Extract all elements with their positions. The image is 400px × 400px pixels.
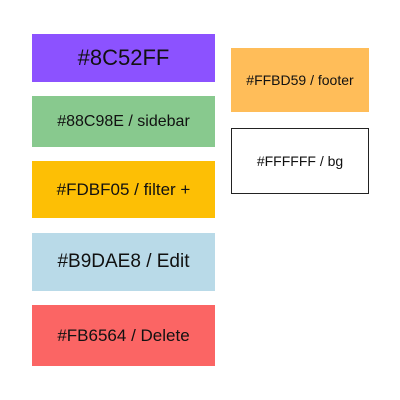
delete-swatch-label: #FB6564 / Delete xyxy=(57,325,190,345)
edit-swatch-label: #B9DAE8 / Edit xyxy=(57,251,190,272)
bg-swatch-label: #FFFFFF / bg xyxy=(256,153,344,169)
edit-color-swatch: #B9DAE8 / Edit xyxy=(32,233,215,291)
sidebar-swatch-label: #88C98E / sidebar xyxy=(57,112,190,130)
delete-color-swatch: #FB6564 / Delete xyxy=(32,305,215,366)
filter-swatch-label: #FDBF05 / filter + xyxy=(56,179,191,199)
footer-color-swatch: #FFBD59 / footer xyxy=(231,48,369,112)
sidebar-color-swatch: #88C98E / sidebar xyxy=(32,96,215,147)
footer-swatch-label: #FFBD59 / footer xyxy=(246,72,354,88)
purple-color-swatch: #8C52FF xyxy=(32,34,215,82)
bg-color-swatch: #FFFFFF / bg xyxy=(231,128,369,194)
purple-swatch-label: #8C52FF xyxy=(77,45,170,70)
filter-color-swatch: #FDBF05 / filter + xyxy=(32,161,215,218)
